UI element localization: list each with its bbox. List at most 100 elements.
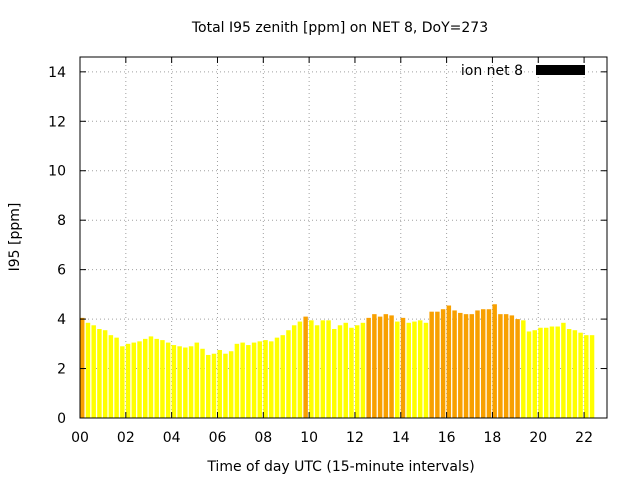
bar <box>561 322 566 418</box>
bar <box>417 320 423 418</box>
axis-ticks <box>79 57 607 419</box>
y-tick-label: 12 <box>48 114 66 130</box>
bar <box>354 325 360 418</box>
bar <box>538 327 543 418</box>
bar <box>549 326 555 418</box>
legend-label: ion net 8 <box>461 63 523 79</box>
x-tick-label: 06 <box>209 430 227 446</box>
bar <box>257 341 263 418</box>
bar <box>125 343 131 418</box>
legend-swatch <box>536 65 585 75</box>
bar <box>228 351 234 418</box>
bar <box>217 350 222 418</box>
bar <box>389 315 394 418</box>
bar <box>584 335 589 418</box>
bar <box>532 330 537 418</box>
bar <box>251 342 257 418</box>
bar <box>303 316 308 418</box>
bar <box>240 342 245 418</box>
bar <box>377 316 383 418</box>
bar <box>200 348 205 418</box>
legend: ion net 8 <box>461 63 585 79</box>
bar <box>521 320 526 418</box>
bar <box>383 314 389 418</box>
bar <box>343 322 348 418</box>
bar <box>486 309 492 418</box>
x-tick-label: 14 <box>392 430 410 446</box>
bar <box>463 314 469 418</box>
bar <box>165 342 171 418</box>
bar <box>286 330 291 418</box>
bar <box>337 325 343 418</box>
x-tick-label: 04 <box>163 430 181 446</box>
bar <box>526 331 532 418</box>
bar <box>223 353 228 418</box>
bar <box>498 314 503 418</box>
bar <box>297 321 303 418</box>
y-tick-label: 8 <box>57 213 66 229</box>
bar <box>309 320 314 418</box>
chart-title: Total I95 zenith [ppm] on NET 8, DoY=273 <box>191 20 488 36</box>
bar <box>480 309 486 418</box>
bar <box>492 304 497 418</box>
bar <box>188 346 194 418</box>
bar <box>555 326 560 418</box>
x-tick-label: 16 <box>438 430 456 446</box>
bar <box>349 327 354 418</box>
bar <box>458 312 463 418</box>
bar <box>171 345 177 418</box>
bar <box>589 335 595 418</box>
bar <box>108 335 114 418</box>
bar <box>366 317 371 418</box>
bar <box>578 332 583 418</box>
bar <box>515 319 520 418</box>
bar <box>160 340 165 418</box>
bar <box>332 328 337 418</box>
y-tick-label: 0 <box>57 411 66 427</box>
bar <box>148 336 154 418</box>
bar <box>429 311 434 418</box>
bar <box>137 341 142 418</box>
y-axis-label: I95 [ppm] <box>7 203 23 272</box>
bar <box>102 330 108 418</box>
x-tick-label: 02 <box>117 430 135 446</box>
x-tick-label: 10 <box>300 430 318 446</box>
bar <box>395 321 400 418</box>
x-tick-label: 00 <box>71 430 89 446</box>
plot-frame <box>79 56 608 419</box>
bar <box>360 322 366 418</box>
bar <box>372 314 377 418</box>
bar <box>314 325 320 418</box>
x-axis-tick-labels: 00 02 04 06 08 10 12 14 16 18 20 22 <box>71 430 593 446</box>
x-tick-label: 12 <box>346 430 364 446</box>
bar <box>194 342 200 418</box>
bar <box>269 341 274 418</box>
bar <box>80 317 85 418</box>
bar <box>97 328 102 418</box>
bar <box>91 325 96 418</box>
x-tick-label: 20 <box>529 430 547 446</box>
x-tick-label: 18 <box>484 430 502 446</box>
bar <box>475 310 480 418</box>
bar <box>291 325 297 418</box>
bar <box>280 335 285 418</box>
bar <box>509 315 515 418</box>
bar <box>320 320 326 418</box>
bar <box>263 340 268 418</box>
bar <box>543 327 549 418</box>
bar <box>177 346 182 418</box>
bar <box>143 338 148 418</box>
bar <box>120 346 125 418</box>
bar <box>85 322 91 418</box>
y-tick-label: 6 <box>57 263 66 279</box>
bar <box>452 310 457 418</box>
bar <box>131 342 137 418</box>
y-tick-label: 14 <box>48 65 66 81</box>
bar <box>234 343 240 418</box>
bar <box>435 311 440 418</box>
bar <box>446 305 452 418</box>
bar <box>440 309 446 418</box>
x-tick-label: 08 <box>254 430 272 446</box>
bar <box>274 337 280 418</box>
